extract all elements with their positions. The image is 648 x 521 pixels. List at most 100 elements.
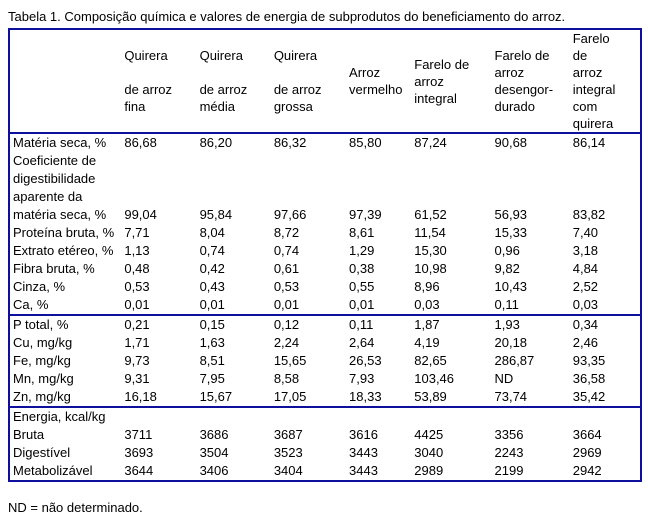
cell-value: 1,13 (124, 243, 150, 258)
table-body: Matéria seca, % 86,68 86,20 86,32 85,80 87,24… (9, 133, 641, 481)
header-row: Quirera de arroz fina Quirera de arroz mé… (9, 29, 641, 133)
cell-value: 86,20 (199, 135, 233, 150)
cell-value: 86,14 (572, 135, 606, 150)
row-label: Fibra bruta, % (13, 261, 95, 276)
cell-value: 3686 (199, 427, 229, 442)
cell-value: 0,43 (199, 279, 225, 294)
cell-value: 8,04 (199, 225, 225, 240)
cell-value: 0,48 (124, 261, 150, 276)
cell-value: 18,33 (349, 389, 382, 404)
cell-value: 0,11 (494, 297, 519, 312)
table-row: Ca, % 0,01 0,01 0,01 0,01 0,03 0,11 0,03 (9, 296, 641, 315)
column-header: Quirera de arroz média (199, 48, 248, 114)
cell-value: 2199 (494, 463, 524, 478)
cell-value: 93,35 (572, 353, 606, 368)
cell-value: 2,64 (349, 335, 375, 350)
table-row: Fe, mg/kg 9,73 8,51 15,65 26,53 82,65 286,87 93… (9, 352, 641, 370)
table-caption: Tabela 1. Composição química e valores d… (8, 9, 566, 24)
cell-value: 7,95 (199, 371, 225, 386)
cell-value: 36,58 (572, 371, 606, 386)
cell-value: 17,05 (273, 389, 307, 404)
cell-value: 0,01 (273, 297, 300, 312)
cell-value: 4425 (414, 427, 444, 442)
cell-value: 10,98 (414, 261, 447, 276)
cell-value: 53,89 (414, 389, 447, 404)
cell-value: 0,34 (572, 317, 599, 332)
row-label: Cinza, % (13, 279, 66, 294)
cell-value: 8,58 (273, 371, 300, 386)
cell-value: 99,04 (124, 207, 157, 222)
cell-value: 0,01 (199, 297, 225, 312)
cell-value: 85,80 (349, 135, 382, 150)
cell-value: 61,52 (414, 207, 447, 222)
row-label: P total, % (13, 317, 69, 332)
cell-value: 0,61 (273, 261, 300, 276)
table-row: P total, % 0,21 0,15 0,12 0,11 1,87 1,93 0,34 (9, 315, 641, 334)
cell-value: 95,84 (199, 207, 233, 222)
cell-value: 90,68 (494, 135, 528, 150)
cell-value (346, 407, 411, 426)
cell-value: 286,87 (494, 353, 535, 368)
table-row: Matéria seca, % 86,68 86,20 86,32 85,80 87,24… (9, 133, 641, 152)
cell-value: 9,73 (124, 353, 150, 368)
cell-value: 11,54 (414, 225, 446, 240)
cell-value: 8,96 (414, 279, 440, 294)
row-label: Digestível (13, 445, 71, 460)
table-row: Proteína bruta, % 7,71 8,04 8,72 8,61 11,54 15… (9, 224, 641, 242)
cell-value: 2,52 (572, 279, 599, 294)
cell-value: 103,46 (414, 371, 455, 386)
cell-value: 8,51 (199, 353, 225, 368)
cell-value: 0,74 (273, 243, 300, 258)
cell-value: 3040 (414, 445, 444, 460)
cell-value: 1,71 (124, 335, 150, 350)
cell-value: 15,65 (273, 353, 307, 368)
row-label: Ca, % (13, 297, 49, 312)
cell-value (411, 407, 491, 426)
row-label: Metabolizável (13, 463, 93, 478)
cell-value (271, 407, 346, 426)
cell-value: 0,11 (349, 317, 374, 332)
cell-value: 2969 (572, 445, 602, 460)
column-header: Quirera de arroz fina (124, 48, 173, 114)
cell-value: 4,84 (572, 261, 599, 276)
row-label: Coeficiente de digestibilidade aparente … (13, 153, 107, 222)
cell-value: 56,93 (494, 207, 528, 222)
cell-value: 2942 (572, 463, 602, 478)
header-spacer-cell (9, 29, 121, 133)
composition-table: Quirera de arroz fina Quirera de arroz mé… (8, 28, 642, 482)
row-label: Proteína bruta, % (13, 225, 115, 240)
cell-value: 0,12 (273, 317, 300, 332)
column-header: Farelo de arroz integral com quirera (572, 31, 616, 131)
cell-value: 3523 (273, 445, 303, 460)
cell-value: 9,31 (124, 371, 150, 386)
cell-value: 7,40 (572, 225, 599, 240)
cell-value: 3443 (349, 463, 378, 478)
cell-value (570, 407, 641, 426)
cell-value: ND (494, 371, 514, 386)
cell-value: 1,29 (349, 243, 375, 258)
cell-value: 83,82 (572, 207, 606, 222)
table-header: Quirera de arroz fina Quirera de arroz mé… (9, 29, 641, 133)
cell-value: 87,24 (414, 135, 447, 150)
cell-value: 4,19 (414, 335, 440, 350)
cell-value: 2,46 (572, 335, 599, 350)
cell-value: 0,01 (349, 297, 375, 312)
cell-value: 35,42 (572, 389, 606, 404)
cell-value: 1,93 (494, 317, 520, 332)
table-row: Cinza, % 0,53 0,43 0,53 0,55 8,96 10,43 2,52 (9, 278, 641, 296)
cell-value: 86,32 (273, 135, 307, 150)
cell-value: 8,72 (273, 225, 300, 240)
cell-value (197, 407, 271, 426)
cell-value: 0,53 (124, 279, 150, 294)
cell-value: 3504 (199, 445, 229, 460)
row-label: Energia, kcal/kg (13, 409, 106, 424)
cell-value: 0,53 (273, 279, 300, 294)
cell-value: 20,18 (494, 335, 528, 350)
cell-value: 0,21 (124, 317, 150, 332)
cell-value: 3616 (349, 427, 378, 442)
cell-value: 0,01 (124, 297, 150, 312)
cell-value: 86,68 (124, 135, 157, 150)
table-row: Energia, kcal/kg (9, 407, 641, 426)
cell-value: 3711 (124, 427, 153, 442)
